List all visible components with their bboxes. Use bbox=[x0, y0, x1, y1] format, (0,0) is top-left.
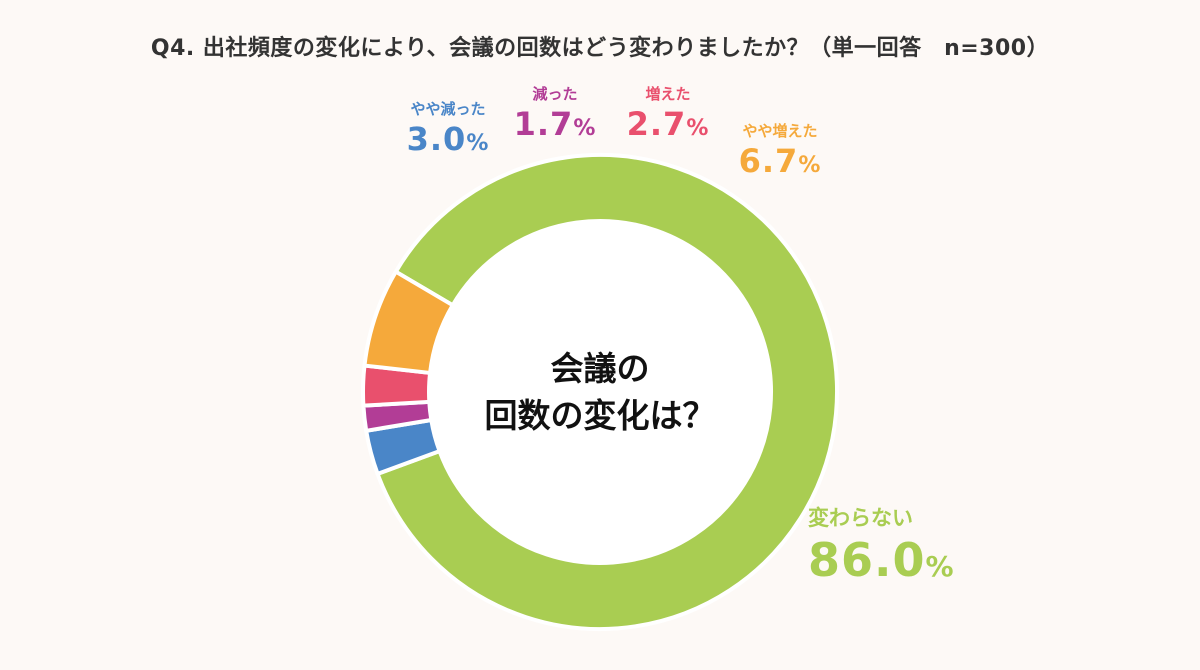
slice-name: 減った bbox=[532, 85, 578, 103]
chart-title: Q4. 出社頻度の変化により、会議の回数はどう変わりましたか？（単一回答 n=3… bbox=[150, 36, 1050, 61]
donut-slice-0 bbox=[375, 153, 839, 631]
slice-value: 1.7% bbox=[513, 105, 597, 143]
slice-name: 変わらない bbox=[808, 506, 913, 530]
donut-hole bbox=[430, 222, 770, 562]
slice-value: 3.0% bbox=[406, 120, 490, 158]
slice-label-decreased: 減った 1.7% bbox=[505, 85, 605, 143]
slice-name: やや減った bbox=[410, 100, 486, 118]
slice-label-unchanged: 変わらない 86.0% bbox=[808, 506, 955, 587]
center-label-line-1: 会議の bbox=[550, 349, 650, 388]
slice-label-slightly-increased: やや増えた 6.7% bbox=[725, 122, 835, 180]
slice-value: 86.0% bbox=[808, 533, 955, 587]
slice-label-increased: 増えた 2.7% bbox=[618, 85, 718, 143]
donut-slices bbox=[361, 153, 839, 631]
slice-value: 6.7% bbox=[738, 142, 822, 180]
center-label: 会議の 回数の変化は？ bbox=[450, 345, 750, 439]
slice-name: やや増えた bbox=[742, 122, 818, 140]
slice-value: 2.7% bbox=[626, 105, 710, 143]
slice-label-slightly-decreased: やや減った 3.0% bbox=[398, 100, 498, 158]
center-label-line-2: 回数の変化は？ bbox=[484, 396, 716, 435]
slice-name: 増えた bbox=[645, 85, 691, 103]
donut-slice-4 bbox=[362, 269, 455, 375]
